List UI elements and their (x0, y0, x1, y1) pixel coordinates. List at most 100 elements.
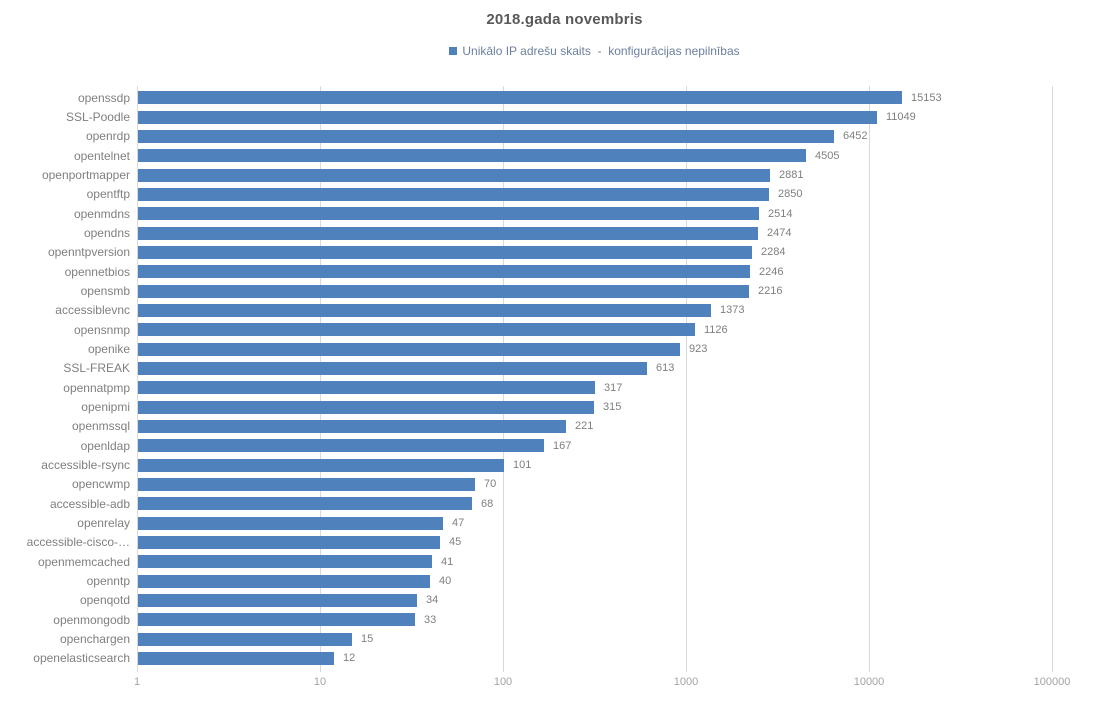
bar (138, 246, 752, 259)
category-label: openqotd (79, 593, 130, 607)
value-label: 70 (484, 478, 497, 490)
bar (138, 149, 806, 162)
category-label: accessiblevnc (55, 303, 130, 317)
category-label: openike (87, 342, 130, 356)
category-label: accessible-adb (49, 497, 130, 511)
category-label: opendns (83, 226, 130, 240)
category-label: accessible-rsync (41, 458, 130, 472)
category-label: openmongodb (53, 613, 130, 627)
value-label: 101 (513, 459, 532, 471)
value-label: 6452 (843, 130, 868, 142)
value-label: 33 (424, 614, 437, 626)
bar (138, 91, 902, 104)
category-label: openntpversion (47, 245, 130, 259)
bar (138, 130, 834, 143)
value-label: 12 (343, 652, 356, 664)
bar (138, 188, 769, 201)
category-label: accessible-cisco-… (26, 535, 130, 549)
bar (138, 285, 749, 298)
x-tick-label: 1 (133, 676, 141, 688)
value-label: 317 (604, 382, 623, 394)
bar (138, 362, 647, 375)
value-label: 2514 (768, 208, 793, 220)
value-label: 1373 (720, 304, 745, 316)
bar (138, 227, 758, 240)
bar (138, 439, 544, 452)
bar (138, 207, 759, 220)
value-label: 4505 (815, 150, 840, 162)
value-label: 2246 (759, 266, 784, 278)
bar (138, 343, 680, 356)
legend-marker-icon (449, 47, 458, 55)
bar (138, 265, 750, 278)
category-label: SSL-FREAK (63, 361, 130, 375)
value-label: 1126 (704, 324, 728, 336)
category-label: openrelay (77, 516, 130, 530)
bar (138, 594, 417, 607)
value-label: 11049 (886, 111, 916, 123)
bar (138, 517, 443, 530)
bar (138, 536, 440, 549)
x-tick-label: 100000 (1033, 676, 1071, 688)
value-label: 2850 (778, 188, 803, 200)
category-label: openchargen (59, 632, 130, 646)
value-label: 167 (553, 440, 572, 452)
bar (138, 575, 430, 588)
bar (138, 459, 504, 472)
category-label: openldap (80, 439, 130, 453)
value-label: 315 (603, 401, 622, 413)
category-label: opennatpmp (63, 381, 130, 395)
value-label: 15153 (911, 92, 942, 104)
value-label: 40 (439, 575, 452, 587)
value-label: 47 (452, 517, 465, 529)
category-label: openipmi (81, 400, 130, 414)
category-label: openportmapper (41, 168, 130, 182)
gridline (869, 86, 870, 672)
bar (138, 381, 595, 394)
value-label: 2216 (758, 285, 783, 297)
x-tick-label: 100 (493, 676, 513, 688)
value-label: 221 (575, 420, 594, 432)
chart-title: 2018.gada novembris (486, 11, 643, 28)
bar (138, 613, 415, 626)
bar (138, 401, 594, 414)
category-label: openmdns (73, 207, 130, 221)
value-label: 2881 (779, 169, 804, 181)
value-label: 68 (481, 498, 494, 510)
category-label: opentelnet (73, 149, 130, 163)
bar (138, 555, 432, 568)
category-label: openntp (86, 574, 130, 588)
gridline (503, 86, 504, 672)
bar (138, 323, 695, 336)
legend-label: Unikālo IP adrešu skaits - konfigurācija… (462, 44, 740, 58)
category-label: openelasticsearch (33, 651, 130, 665)
value-label: 923 (689, 343, 708, 355)
value-label: 613 (656, 362, 675, 374)
category-label: openmemcached (37, 555, 130, 569)
bar (138, 304, 711, 317)
gridline (137, 86, 138, 672)
gridline (1052, 86, 1053, 672)
bar (138, 497, 472, 510)
category-label: opennetbios (64, 265, 130, 279)
category-label: opensmb (80, 284, 130, 298)
category-label: openmssql (71, 419, 130, 433)
category-label: openrdp (85, 129, 130, 143)
bar (138, 633, 352, 646)
category-label: opensnmp (73, 323, 130, 337)
category-label: opentftp (86, 187, 130, 201)
gridline (320, 86, 321, 672)
gridline (686, 86, 687, 672)
value-label: 41 (441, 556, 454, 568)
value-label: 15 (361, 633, 374, 645)
legend: Unikālo IP adrešu skaits - konfigurācija… (137, 44, 1052, 58)
bar (138, 169, 770, 182)
value-label: 2284 (761, 246, 786, 258)
bar (138, 652, 334, 665)
category-label: opencwmp (71, 477, 130, 491)
value-label: 34 (426, 594, 439, 606)
x-tick-label: 10000 (853, 676, 885, 688)
bar (138, 420, 566, 433)
bar (138, 111, 877, 124)
